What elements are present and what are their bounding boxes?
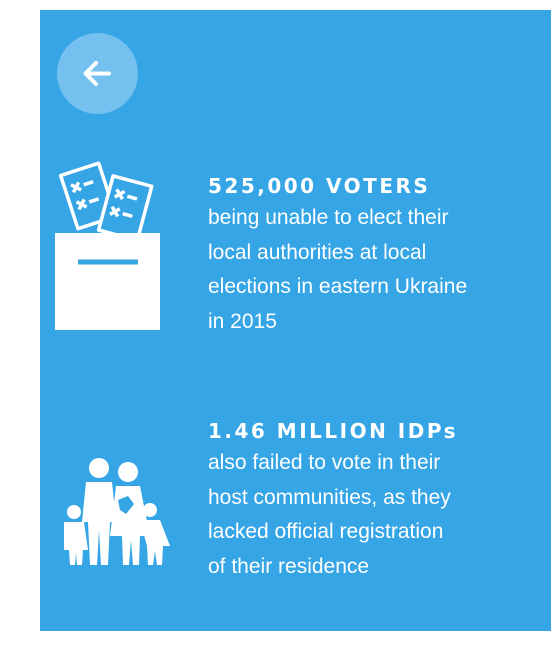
stat-line: in 2015	[208, 309, 277, 333]
stat-heading: 1.46 MILLION IDPs	[208, 419, 459, 443]
stat-line: host communities, as they	[208, 485, 451, 509]
stat-line: also failed to vote in their	[208, 451, 441, 474]
stat-line: lacked official registration	[208, 520, 444, 543]
stat-line: elections in eastern Ukraine	[208, 275, 468, 298]
stat-heading: 525,000 VOTERS	[208, 174, 431, 198]
stat-item: 1.46 MILLION IDPs also failed to vote in…	[208, 416, 458, 584]
stat-line: of their residence	[208, 554, 370, 578]
back-button[interactable]: ←	[57, 33, 138, 114]
back-arrow	[83, 61, 111, 86]
stat-line: local authorities at local	[208, 240, 427, 264]
stat-item: 525,000 VOTERS being unable to elect the…	[208, 171, 467, 339]
stat-line: being unable to elect their	[208, 206, 449, 229]
